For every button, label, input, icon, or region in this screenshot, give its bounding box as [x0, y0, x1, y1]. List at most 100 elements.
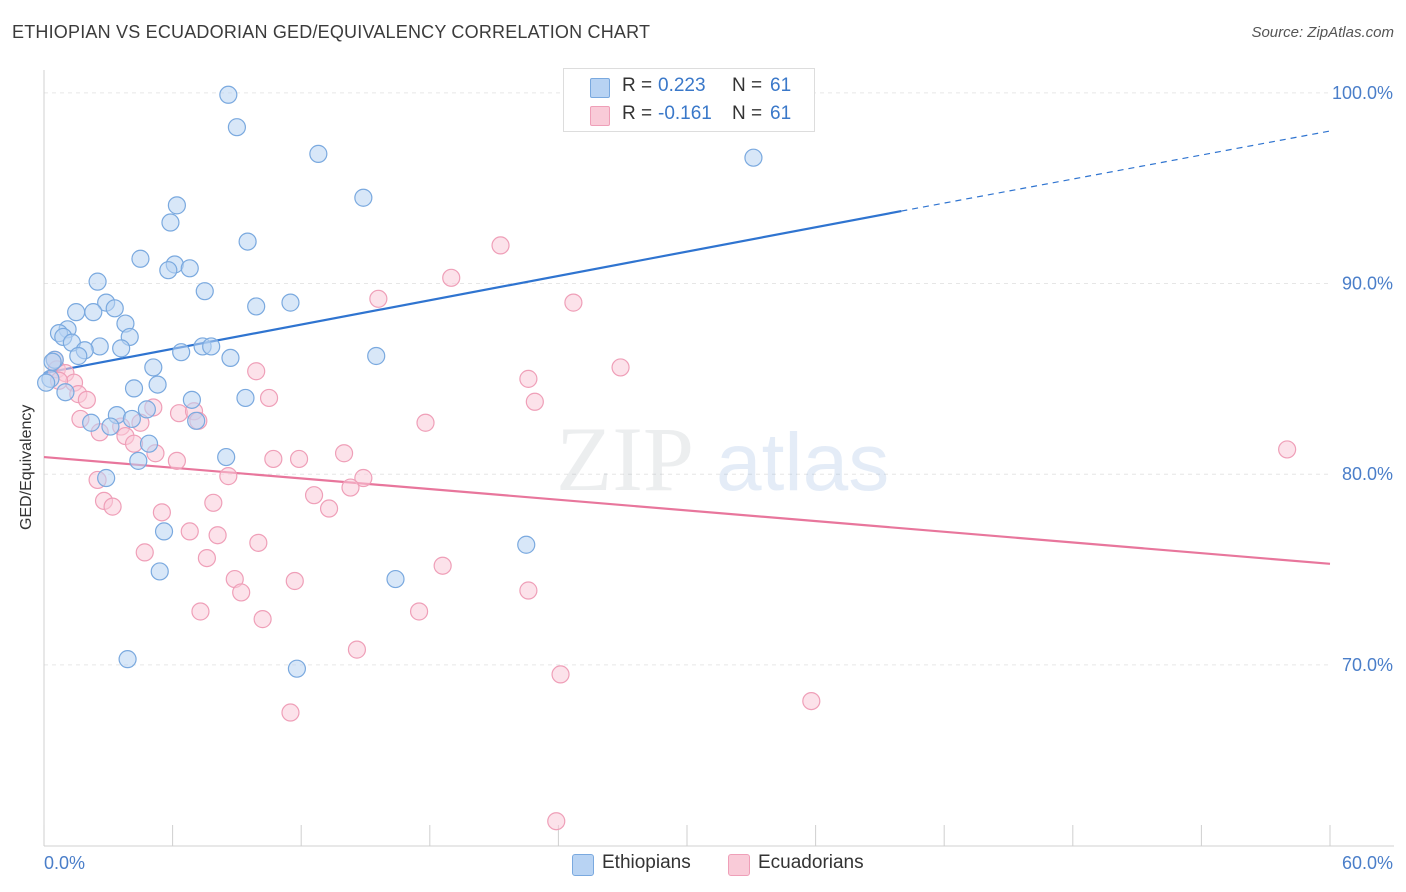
ecuadorians-point — [519, 581, 538, 600]
ecuadorians-point — [77, 390, 96, 409]
ecuadorians-point — [289, 449, 309, 469]
y-tick-label: 100.0% — [1332, 83, 1393, 103]
ethiopians-point — [161, 213, 180, 232]
ecuadorians-point — [564, 293, 583, 312]
legend-label: Ethiopians — [602, 852, 691, 873]
watermark-atlas: atlas — [716, 417, 889, 508]
n-value: 61 — [770, 75, 792, 96]
ecuadorians-point — [319, 499, 339, 518]
ethiopians-point — [97, 468, 116, 488]
ecuadorians-point — [191, 602, 210, 621]
legend-label: Ecuadorians — [758, 852, 864, 873]
ethiopians-point — [154, 522, 174, 541]
ecuadorians-point — [491, 236, 510, 255]
ethiopians-point — [129, 451, 148, 470]
ethiopians-point — [105, 299, 124, 318]
ecuadorians-point — [180, 522, 199, 541]
ecuadorians-point — [204, 493, 223, 512]
data-points — [37, 85, 1297, 831]
r-label: R = — [622, 75, 653, 96]
ethiopians-point — [172, 343, 191, 362]
ethiopians-point — [69, 346, 88, 366]
ecuadorians-point — [232, 583, 251, 602]
n-label: N = — [732, 75, 763, 96]
ethiopians-point — [43, 352, 62, 371]
ecuadorians-point — [304, 486, 324, 505]
ecuadorians-point — [354, 468, 373, 488]
n-value: 61 — [770, 103, 792, 124]
ecuadorians-point — [519, 369, 538, 388]
x-tick-label: 60.0% — [1342, 853, 1393, 873]
ethiopians-point — [159, 261, 178, 280]
ethiopians-point — [56, 383, 75, 402]
ecuadorians-point — [197, 548, 216, 568]
ecuadorians-point — [525, 392, 544, 411]
stats-legend: R = 0.223 N = 61 R = -0.161 N = 61 — [563, 68, 815, 132]
ecuadorians-point — [103, 497, 122, 516]
stats-row-ecuadorians: R = -0.161 N = 61 — [564, 101, 814, 127]
ecuadorians-point — [433, 556, 452, 575]
ethiopians-point — [309, 144, 328, 163]
y-tick-label: 90.0% — [1342, 274, 1393, 294]
ethiopians-point — [367, 346, 386, 366]
ethiopians-point — [219, 85, 238, 104]
ethiopians-point — [118, 650, 137, 669]
ethiopians-point — [236, 388, 255, 408]
ecuadorians-swatch — [590, 106, 610, 126]
ethiopians-point — [180, 259, 199, 278]
ecuadorians-point — [409, 602, 429, 621]
ethiopians-point — [281, 293, 300, 312]
y-tick-label: 80.0% — [1342, 464, 1393, 484]
ethiopians-point — [238, 232, 257, 251]
ecuadorians-point — [442, 268, 461, 287]
ethiopians-point — [112, 339, 131, 358]
ecuadorians-point — [169, 404, 189, 423]
ecuadorians-point — [281, 703, 300, 722]
ecuadorians-point — [1278, 440, 1297, 459]
ethiopians-point — [139, 434, 159, 453]
stats-row-ethiopians: R = 0.223 N = 61 — [564, 73, 814, 99]
source-label: Source: ZipAtlas.com — [1251, 24, 1394, 41]
ethiopians-trend-line — [43, 210, 902, 375]
ethiopians-point — [90, 337, 109, 356]
ethiopians-point — [287, 659, 307, 678]
ethiopians-point — [137, 400, 156, 419]
ecuadorians-point — [152, 503, 171, 522]
ecuadorians-point — [334, 444, 354, 463]
ecuadorians-point — [259, 388, 279, 408]
ecuadorians-point — [347, 640, 367, 659]
ethiopians-point — [195, 282, 214, 301]
ecuadorians-point — [219, 467, 238, 486]
ethiopians-point — [101, 417, 120, 436]
ethiopians-point — [122, 409, 141, 429]
ecuadorians-point — [135, 543, 154, 562]
ethiopians-point — [150, 562, 169, 581]
ethiopians-point — [182, 390, 201, 409]
ecuadorians-point — [247, 362, 266, 381]
ecuadorians-point — [264, 449, 283, 469]
ethiopians-point — [144, 358, 163, 377]
ecuadorians-point — [253, 610, 272, 629]
ethiopians-point — [202, 337, 221, 356]
ethiopians-point — [221, 348, 240, 368]
ethiopians-point — [354, 188, 373, 207]
ecuadorians-point — [249, 533, 268, 552]
ethiopians-legend-swatch — [572, 854, 594, 876]
ecuadorians-point — [167, 451, 186, 470]
watermark-zip: ZIP — [556, 408, 694, 510]
ecuadorians-point — [341, 478, 360, 497]
ethiopians-point — [227, 118, 246, 137]
tick-labels: 70.0% 80.0% 90.0% 100.0% 0.0% 60.0% — [44, 83, 1393, 873]
ethiopians-point — [148, 375, 167, 394]
ethiopians-point — [67, 303, 86, 322]
ethiopians-point — [37, 373, 56, 392]
ethiopians-point — [167, 196, 186, 215]
x-tick-label: 0.0% — [44, 853, 85, 873]
ecuadorians-point — [551, 665, 570, 684]
ethiopians-point — [84, 303, 103, 322]
watermark: ZIP atlas — [556, 408, 889, 510]
ecuadorians-point — [285, 571, 304, 591]
ethiopians-point — [187, 411, 206, 430]
chart-title: ETHIOPIAN VS ECUADORIAN GED/EQUIVALENCY … — [12, 22, 651, 42]
